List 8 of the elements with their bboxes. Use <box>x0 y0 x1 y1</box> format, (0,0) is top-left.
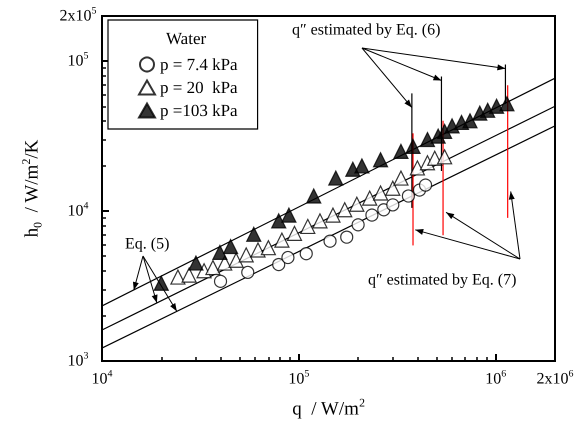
legend-label: p = 20 kPa <box>160 78 238 97</box>
y-axis-title: h0 / W/m2/K <box>20 139 44 238</box>
annotation: q″ estimated by Eq. (7) <box>368 272 516 288</box>
legend-title: Water <box>166 29 206 48</box>
annotation: Eq. (5) <box>125 236 170 252</box>
legend-label: p =103 kPa <box>160 101 238 120</box>
legend-label: p = 7.4 kPa <box>160 55 238 74</box>
annotation: q″ estimated by Eq. (6) <box>292 22 440 38</box>
